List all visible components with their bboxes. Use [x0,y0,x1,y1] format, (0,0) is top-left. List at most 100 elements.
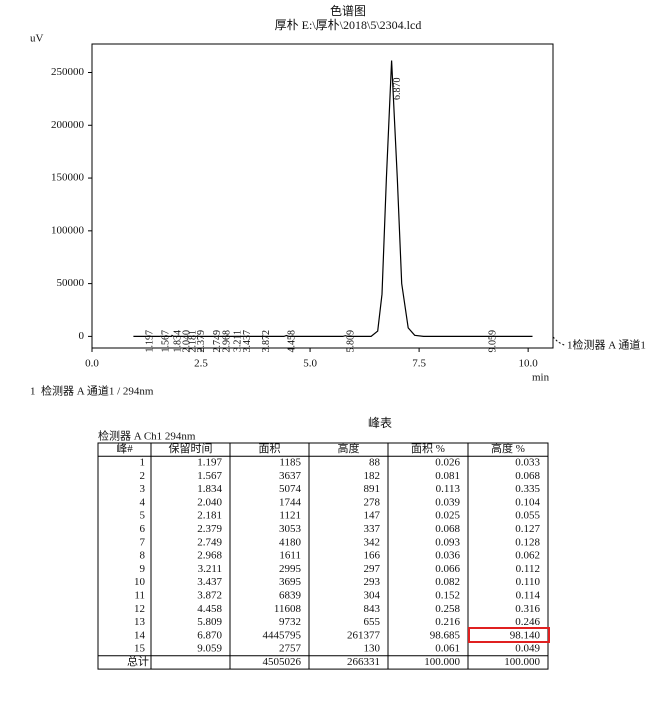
table-cell: 9 [140,563,146,575]
y-tick-label: 150000 [51,172,85,184]
chart-title: 色谱图 [330,4,366,18]
table-cell: 1.567 [197,470,222,482]
table-cell: 304 [364,589,381,601]
table-cell: 0.113 [436,483,461,495]
table-cell: 0.335 [515,483,540,495]
table-cell: 342 [364,536,381,548]
table-cell: 293 [364,576,381,588]
table-cell: 3.211 [198,563,222,575]
table-cell: 5.809 [197,616,222,628]
table-cell: 6.870 [197,629,222,641]
table-cell: 0.128 [515,536,540,548]
table-cell: 0.068 [435,523,460,535]
table-border [97,442,549,670]
x-tick-label: 0.0 [85,358,99,370]
table-cell: 1 [140,456,146,468]
table-cell: 11608 [274,603,302,615]
table-cell: 130 [364,643,381,655]
total-cell: 100.000 [424,656,460,668]
peak-label: 2.040 [181,330,192,353]
peak-label: 2.181 [187,330,198,353]
table-cell: 0.033 [515,456,540,468]
peak-label: 3.211 [232,330,243,352]
table-cell: 0.110 [516,576,541,588]
peak-label: 9.059 [487,330,498,353]
table-cell: 3695 [279,576,302,588]
table-cell: 1.834 [197,483,222,495]
table-cell: 0.055 [515,510,540,522]
peak-label: 1.197 [145,330,156,353]
table-cell: 3.872 [197,589,222,601]
table-cell: 0.112 [516,563,540,575]
table-cell: 2.968 [197,550,222,562]
table-cell: 0.258 [435,603,460,615]
legend-label: 1检测器 A 通道1 [567,338,646,352]
peak-label: 2.379 [196,330,207,353]
table-cell: 5074 [279,483,302,495]
table-cell: 2757 [279,643,302,655]
table-cell: 0.127 [515,523,540,535]
table-cell: 1611 [279,550,301,562]
x-tick-label: 5.0 [303,358,317,370]
table-cell: 0.082 [435,576,460,588]
table-cell: 0.068 [515,470,540,482]
table-cell: 0.036 [435,550,460,562]
table-cell: 2.181 [197,510,222,522]
column-header: 高度 % [491,441,525,455]
peak-label: 2.968 [222,330,233,353]
table-cell: 15 [134,643,146,655]
table-cell: 3637 [279,470,302,482]
table-cell: 278 [364,496,381,508]
table-cell: 2 [140,470,146,482]
table-cell: 9.059 [197,643,222,655]
caption: 1 检测器 A 通道1 / 294nm [30,384,154,398]
table-cell: 0.049 [515,643,540,655]
table-cell: 1744 [279,496,302,508]
table-cell: 6 [140,523,146,535]
y-tick-label: 50000 [57,277,85,289]
column-header: 峰# [116,442,133,455]
table-cell: 0.039 [435,496,460,508]
table-cell: 3.437 [197,576,222,588]
peak-label: 6.870 [392,77,403,100]
y-axis-label: uV [30,33,44,45]
table-cell: 4180 [279,536,302,548]
table-subtitle: 检测器 A Ch1 294nm [98,429,196,443]
table-cell: 843 [364,603,381,615]
column-header: 保留时间 [169,441,213,455]
table-cell: 0.026 [435,456,460,468]
legend-connector [552,336,567,347]
table-cell: 88 [369,456,381,468]
table-cell: 182 [364,470,381,482]
table-cell: 4 [140,496,146,508]
table-cell: 13 [134,616,146,628]
table-cell: 2.040 [197,496,222,508]
table-cell: 98.140 [510,629,541,641]
table-cell: 297 [364,563,381,575]
y-tick-label: 250000 [51,66,85,78]
peak-label: 3.872 [261,330,272,353]
peak-table: 峰# 保留时间 面积 高度 面积 % 高度 %1 1.197 1185 88 0.026 0.033… [97,441,549,670]
peak-label: 1.567 [161,330,172,353]
column-header: 面积 [259,442,281,455]
peak-label: 2.749 [212,330,223,353]
table-cell: 0.152 [435,589,460,601]
total-cell: 266331 [347,656,380,668]
x-tick-label: 10.0 [519,358,539,370]
table-cell: 12 [134,603,145,615]
table-cell: 98.685 [430,629,461,641]
total-label: 总计 [127,654,149,668]
table-cell: 0.114 [516,589,541,601]
table-cell: 166 [364,550,381,562]
trace [133,60,533,337]
table-cell: 1.197 [197,456,222,468]
total-cell: 4505026 [263,656,302,668]
column-header: 面积 % [411,442,445,455]
table-cell: 2.749 [197,536,222,548]
table-cell: 7 [140,536,146,548]
y-tick-label: 0 [79,330,85,342]
table-cell: 0.081 [435,470,460,482]
table-cell: 8 [140,550,146,562]
y-tick-label: 100000 [51,224,85,236]
